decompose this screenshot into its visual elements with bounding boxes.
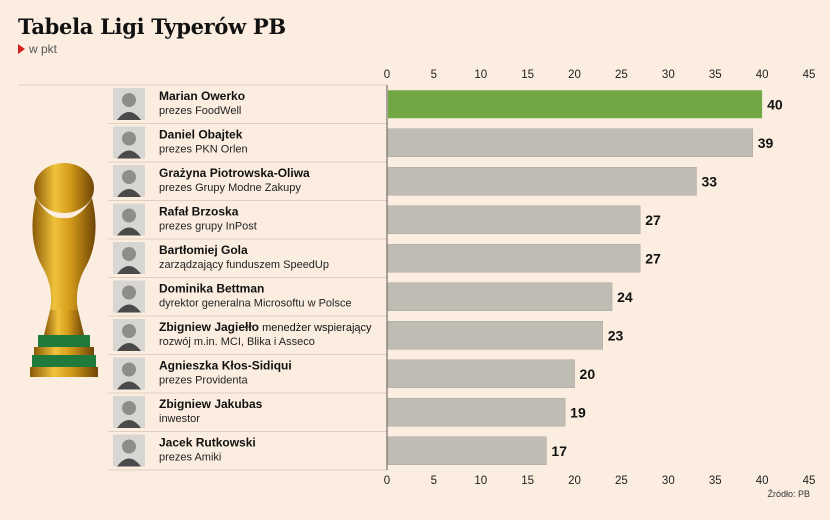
axis-tick-label-bottom: 25	[615, 475, 628, 487]
bar-value-label: 27	[645, 212, 661, 228]
axis-tick-label-bottom: 30	[662, 475, 675, 487]
avatar-body	[117, 227, 141, 236]
person-role: prezes Grupy Modne Zakupy	[159, 182, 301, 194]
avatar-body	[117, 150, 141, 159]
avatar-body	[117, 304, 141, 313]
bar	[387, 359, 575, 388]
person-role: prezes FoodWell	[159, 105, 241, 117]
bar-value-label: 39	[758, 135, 774, 151]
avatar-head	[122, 285, 136, 300]
avatar-head	[122, 324, 136, 338]
bar	[387, 282, 613, 311]
avatar-head	[122, 401, 136, 415]
avatar-head	[122, 93, 136, 107]
bar-value-label: 20	[580, 366, 596, 382]
avatar-head	[122, 362, 136, 377]
avatar-head	[122, 247, 136, 261]
axis-tick-label-top: 20	[568, 69, 581, 81]
axis-tick-label-bottom: 45	[803, 475, 816, 487]
avatar-body	[117, 343, 141, 351]
axis-tick-label-bottom: 0	[384, 475, 390, 487]
person-name: Jacek Rutkowski	[159, 436, 256, 450]
person-role: inwestor	[159, 413, 200, 425]
axis-tick-label-top: 40	[756, 69, 769, 81]
chart-subtitle: w pkt	[18, 42, 57, 56]
person-name: Agnieszka Kłos-Sidiqui	[159, 359, 292, 373]
axis-tick-label-top: 15	[521, 69, 534, 81]
avatar-body	[117, 420, 141, 428]
axis-tick-label-bottom: 10	[474, 475, 487, 487]
person-role: prezes grupy InPost	[159, 221, 257, 233]
source-note: Źródło: PB	[767, 489, 810, 499]
bar-value-label: 23	[608, 327, 624, 343]
bar	[387, 398, 566, 427]
person-role: dyrektor generalna Microsoftu w Polsce	[159, 298, 352, 310]
axis-tick-label-top: 5	[431, 69, 437, 81]
axis-tick-label-bottom: 5	[431, 475, 437, 487]
person-name: Zbigniew Jakubas	[159, 397, 263, 411]
person-name: Bartłomiej Gola	[159, 243, 248, 257]
avatar-head	[122, 208, 136, 223]
avatar-head	[122, 439, 136, 454]
axis-tick-label-top: 25	[615, 69, 628, 81]
bar	[388, 90, 763, 119]
avatar-body	[117, 458, 141, 467]
bar	[387, 321, 603, 350]
bar-value-label: 19	[570, 404, 586, 420]
axis-tick-label-bottom: 35	[709, 475, 722, 487]
person-role: prezes Providenta	[159, 375, 249, 387]
bar	[387, 436, 547, 465]
person-role: zarządzający funduszem SpeedUp	[159, 259, 329, 271]
person-name: Grażyna Piotrowska-Oliwa	[159, 166, 310, 180]
axis-tick-label-bottom: 15	[521, 475, 534, 487]
person-name: Daniel Obajtek	[159, 128, 243, 142]
person-role: prezes PKN Orlen	[159, 144, 248, 156]
avatar-body	[117, 189, 141, 197]
person-role: rozwój m.in. MCI, Blika i Asseco	[159, 336, 315, 348]
bar	[387, 205, 641, 234]
bar	[387, 128, 753, 157]
avatar-body	[117, 112, 141, 120]
axis-tick-label-top: 0	[384, 69, 390, 81]
bar	[387, 244, 641, 273]
person-name: Rafał Brzoska	[159, 205, 239, 219]
person-name: Zbigniew Jagiełło menedżer wspierający	[159, 320, 372, 334]
bar-value-label: 24	[617, 289, 633, 305]
world-cup-trophy-icon	[30, 163, 98, 377]
axis-tick-label-top: 45	[803, 69, 816, 81]
person-name: Marian Owerko	[159, 89, 245, 103]
bar-value-label: 27	[645, 250, 661, 266]
avatar-head	[122, 131, 136, 146]
avatar-body	[117, 381, 141, 390]
bar-value-label: 17	[551, 443, 567, 459]
bar-value-label: 33	[701, 173, 717, 189]
axis-tick-label-top: 30	[662, 69, 675, 81]
unit-label: w pkt	[29, 42, 58, 56]
axis-tick-label-top: 35	[709, 69, 722, 81]
red-triangle-icon	[18, 44, 25, 54]
axis-tick-label-top: 10	[474, 69, 487, 81]
avatar-head	[122, 170, 136, 184]
avatar-body	[117, 266, 141, 274]
axis-tick-label-bottom: 40	[756, 475, 769, 487]
bar	[387, 167, 697, 196]
person-name: Dominika Bettman	[159, 282, 264, 296]
bar-value-label: 40	[767, 96, 783, 112]
person-role-inline: menedżer wspierający	[259, 322, 372, 334]
axis-tick-label-bottom: 20	[568, 475, 581, 487]
person-role: prezes Amiki	[159, 452, 221, 464]
chart-title: Tabela Ligi Typerów PB	[18, 14, 286, 39]
